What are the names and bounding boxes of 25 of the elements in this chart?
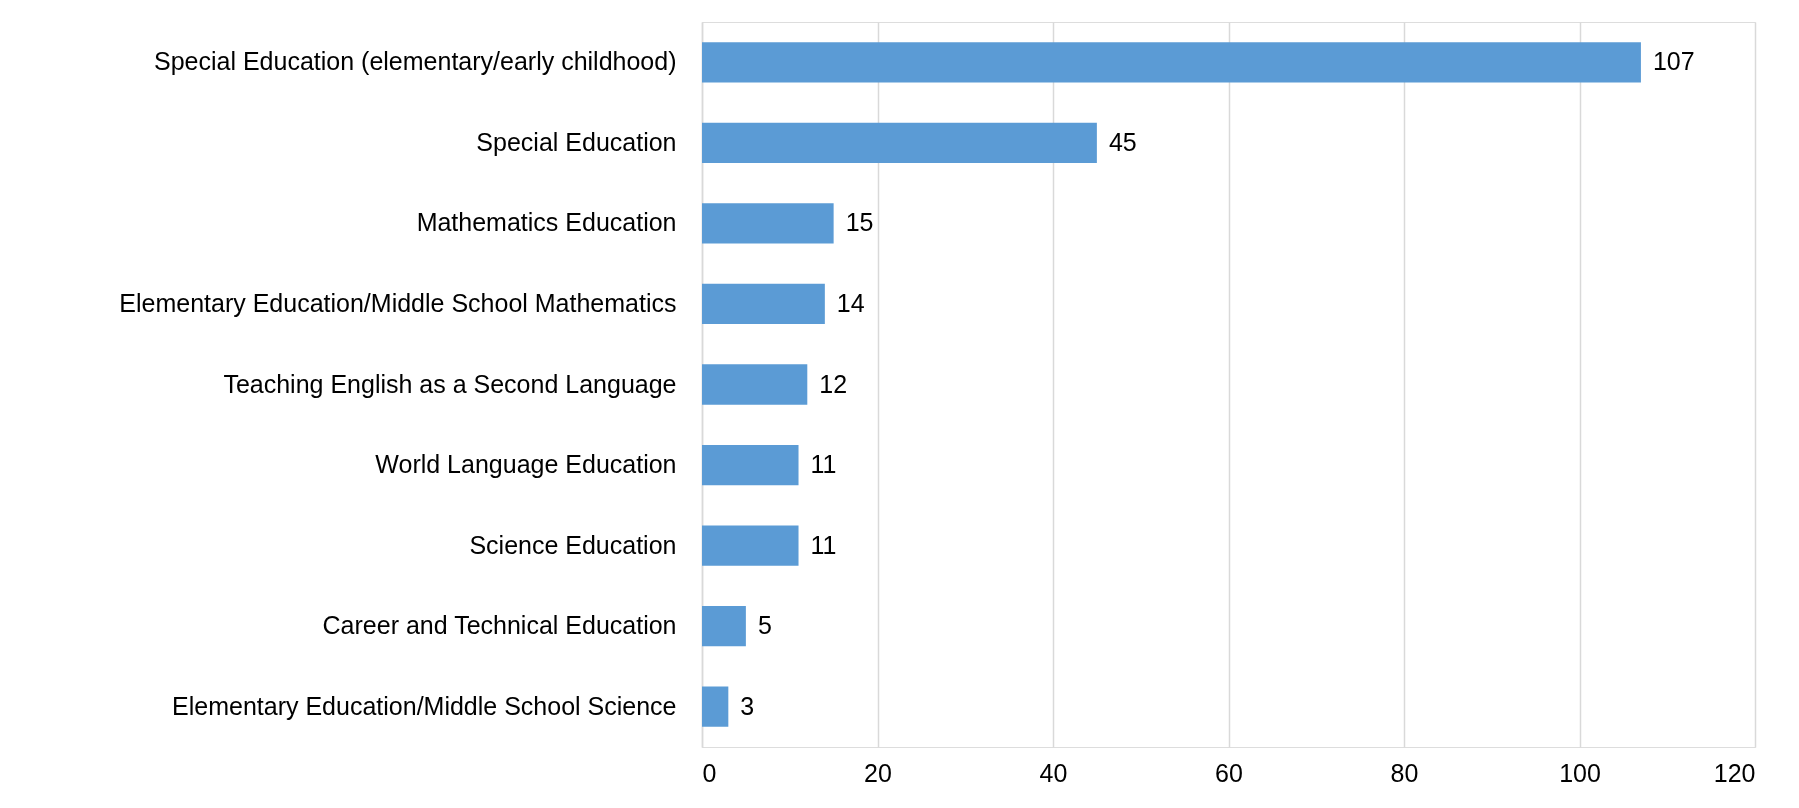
y-tick-label: Teaching English as a Second Language <box>223 369 677 398</box>
x-tick-label: 60 <box>1215 758 1243 787</box>
data-label: 3 <box>740 691 755 720</box>
x-tick-label: 0 <box>702 758 717 787</box>
data-label: 11 <box>810 530 837 559</box>
data-label: 12 <box>819 369 848 398</box>
x-tick-label: 80 <box>1390 758 1419 787</box>
data-label: 45 <box>1108 127 1137 156</box>
y-tick-label: Science Education <box>469 530 677 559</box>
x-tick-label: 120 <box>1713 758 1756 787</box>
data-label: 11 <box>810 450 837 479</box>
data-label: 107 <box>1652 47 1695 76</box>
y-tick-label: World Language Education <box>375 450 677 479</box>
y-tick-label: Career and Technical Education <box>322 611 677 640</box>
data-label: 14 <box>836 288 865 317</box>
y-tick-label: Special Education <box>476 127 677 156</box>
data-label: 15 <box>845 208 874 237</box>
y-tick-label: Mathematics Education <box>416 208 677 237</box>
y-tick-label: Elementary Education/Middle School Science <box>172 691 677 720</box>
x-tick-label: 20 <box>864 758 892 787</box>
x-tick-label: 100 <box>1559 758 1601 787</box>
y-tick-label: Special Education (elementary/early childhood) <box>153 47 677 76</box>
x-tick-label: 40 <box>1039 758 1068 787</box>
data-label: 5 <box>757 611 772 640</box>
y-tick-label: Elementary Education/Middle School Mathematics <box>119 288 677 317</box>
